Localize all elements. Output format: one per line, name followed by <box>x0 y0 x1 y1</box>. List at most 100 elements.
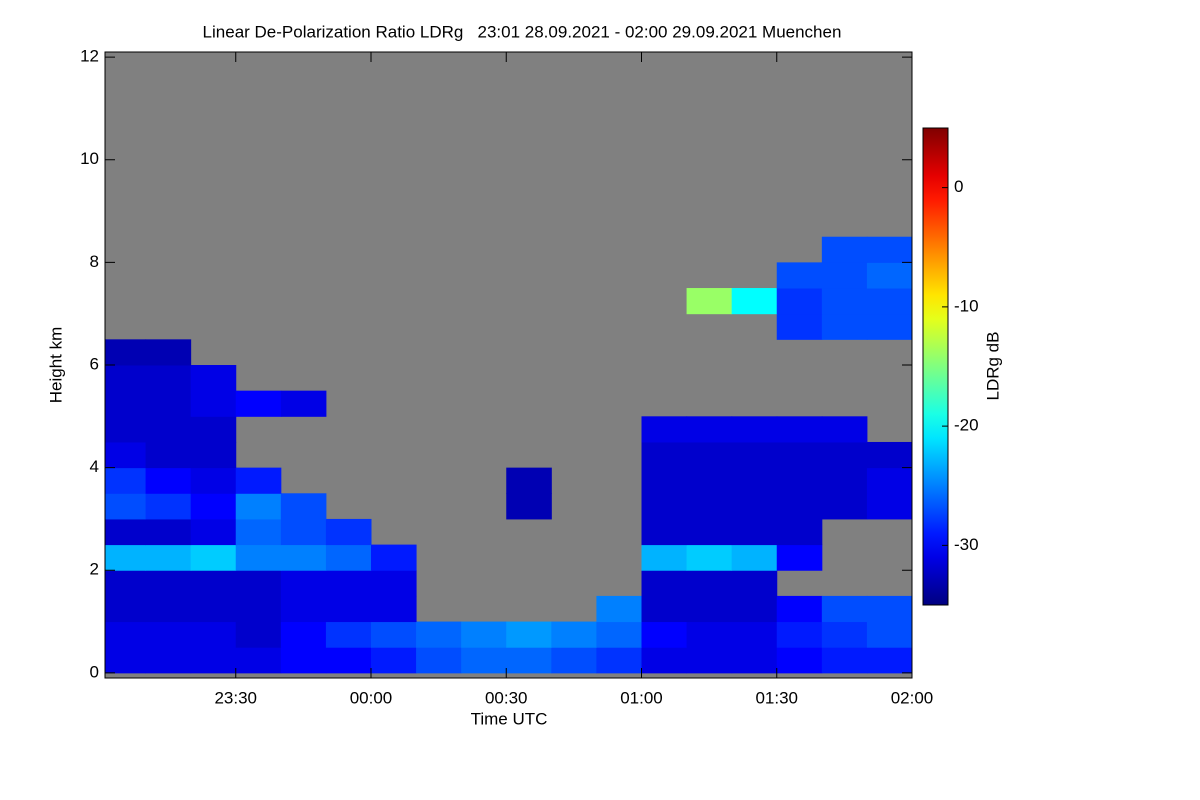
heatmap-cell <box>686 544 733 571</box>
heatmap-cell <box>866 595 912 623</box>
heatmap-cell <box>866 313 912 340</box>
heatmap-cell <box>686 467 733 494</box>
heatmap-cell <box>866 288 912 315</box>
heatmap-cell <box>325 570 372 597</box>
heatmap-cell <box>731 647 778 674</box>
heatmap-cell <box>866 236 912 263</box>
heatmap-cell <box>105 365 147 392</box>
heatmap-cell <box>866 621 912 648</box>
heatmap-cell <box>105 467 147 494</box>
heatmap-cell <box>821 595 868 623</box>
heatmap-cell <box>866 262 912 289</box>
heatmap-cell <box>105 595 147 623</box>
heatmap-cell <box>190 647 237 674</box>
heatmap-cell <box>280 570 327 597</box>
heatmap-cell <box>190 518 237 546</box>
heatmap-cell <box>686 570 733 597</box>
heatmap-cell <box>280 518 327 546</box>
x-tick-label: 01:30 <box>755 688 798 707</box>
heatmap-cell <box>190 621 237 648</box>
heatmap-cell <box>370 544 417 571</box>
y-tick-label: 4 <box>90 457 99 476</box>
heatmap-cell <box>686 416 733 443</box>
colorbar-tick-label: -30 <box>954 535 979 554</box>
heatmap-cell <box>190 365 237 392</box>
heatmap-cell <box>325 595 372 623</box>
heatmap-cell <box>370 595 417 623</box>
heatmap-cell <box>145 441 192 469</box>
x-tick-label: 00:30 <box>485 688 528 707</box>
colorbar <box>922 127 949 606</box>
heatmap-cell <box>686 493 733 520</box>
heatmap-cell <box>235 621 282 648</box>
heatmap-cell <box>731 493 778 520</box>
heatmap-cell <box>105 339 147 366</box>
heatmap-cell <box>731 570 778 597</box>
heatmap-cell <box>325 544 372 571</box>
heatmap-cell <box>686 647 733 674</box>
heatmap-cell <box>641 647 688 674</box>
heatmap-cell <box>416 647 462 674</box>
heatmap-cell <box>105 416 147 443</box>
heatmap-cell <box>776 518 823 546</box>
heatmap-cell <box>235 518 282 546</box>
heatmap-cell <box>190 595 237 623</box>
y-axis-label: Height km <box>46 327 65 404</box>
heatmap-cell <box>506 467 552 494</box>
heatmap-cell <box>866 647 912 674</box>
heatmap-cell <box>280 595 327 623</box>
heatmap-cell <box>280 621 327 648</box>
x-tick-label: 01:00 <box>620 688 663 707</box>
heatmap-cell <box>145 416 192 443</box>
heatmap-cell <box>190 390 237 417</box>
heatmap-cell <box>235 595 282 623</box>
heatmap-cell <box>821 621 868 648</box>
heatmap-cell <box>551 621 597 648</box>
heatmap-cell <box>776 621 823 648</box>
heatmap-cell <box>821 467 868 494</box>
heatmap-cell <box>235 570 282 597</box>
heatmap-cell <box>776 544 823 571</box>
heatmap-cell <box>145 365 192 392</box>
heatmap-cell <box>145 518 192 546</box>
heatmap-cell <box>596 647 642 674</box>
heatmap-cell <box>731 288 778 315</box>
heatmap-cell <box>551 647 597 674</box>
heatmap-cell <box>506 621 552 648</box>
colorbar-tick-label: -10 <box>954 296 979 315</box>
heatmap-cell <box>641 493 688 520</box>
heatmap-cell <box>280 544 327 571</box>
heatmap-cell <box>776 262 823 289</box>
heatmap-cell <box>145 339 192 366</box>
heatmap-cell <box>776 647 823 674</box>
heatmap-cell <box>105 390 147 417</box>
heatmap-cell <box>325 647 372 674</box>
heatmap-cell <box>105 493 147 520</box>
heatmap-cell <box>821 262 868 289</box>
heatmap-cell <box>866 467 912 494</box>
heatmap-cell <box>461 647 507 674</box>
colorbar-tick-label: 0 <box>954 177 963 196</box>
y-tick-label: 2 <box>90 560 99 579</box>
heatmap-cell <box>821 313 868 340</box>
y-tick-label: 8 <box>90 252 99 271</box>
heatmap-cell <box>280 390 327 417</box>
heatmap-cell <box>416 621 462 648</box>
heatmap-cell <box>686 518 733 546</box>
heatmap-cell <box>235 647 282 674</box>
heatmap-cell <box>235 467 282 494</box>
heatmap-cell <box>866 441 912 469</box>
heatmap-cell <box>145 467 192 494</box>
heatmap-cell <box>190 467 237 494</box>
heatmap-cell <box>776 416 823 443</box>
heatmap-cell <box>325 621 372 648</box>
heatmap-cell <box>235 390 282 417</box>
heatmap-cell <box>641 467 688 494</box>
heatmap-cell <box>145 390 192 417</box>
heatmap-cell <box>461 621 507 648</box>
heatmap-cell <box>641 441 688 469</box>
x-tick-label: 00:00 <box>350 688 393 707</box>
heatmap-cell <box>686 288 733 315</box>
y-tick-label: 6 <box>90 354 99 373</box>
